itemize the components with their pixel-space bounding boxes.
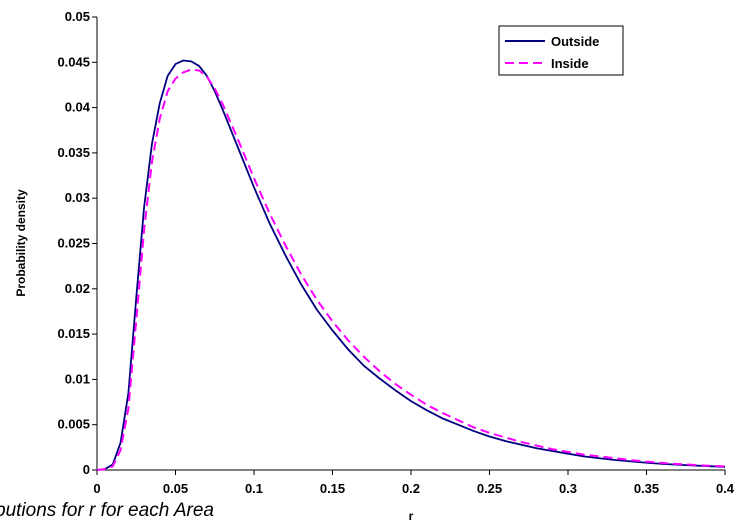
y-tick-label: 0.05 [65, 9, 90, 24]
x-tick-label: 0.2 [402, 481, 420, 496]
x-tick-label: 0.15 [320, 481, 345, 496]
y-tick-label: 0.045 [57, 54, 90, 69]
y-tick-label: 0.02 [65, 281, 90, 296]
y-tick-label: 0.03 [65, 190, 90, 205]
y-axis: 0 0.005 0.01 0.015 0.02 0.025 0.03 0.035 0.04 0.0… [57, 9, 98, 477]
y-tick-label: 0.035 [57, 145, 90, 160]
legend-label-inside: Inside [551, 56, 589, 71]
y-tick-label: 0.005 [57, 417, 90, 432]
x-axis-title: r [409, 509, 414, 523]
x-axis: 0 0.05 0.1 0.15 0.2 0.25 0.3 0.35 0.4 [93, 469, 735, 496]
series-line-inside [96, 68, 726, 471]
x-tick-label: 0.25 [477, 481, 502, 496]
y-tick-label: 0.025 [57, 236, 90, 251]
y-tick-label: 0.04 [65, 100, 91, 115]
x-tick-label: 0.4 [716, 481, 735, 496]
series-line-outside [96, 59, 726, 471]
x-tick-label: 0 [93, 481, 100, 496]
legend-label-outside: Outside [551, 34, 599, 49]
legend: Outside Inside [498, 25, 624, 76]
y-tick-label: 0.01 [65, 371, 90, 386]
x-tick-label: 0.35 [634, 481, 659, 496]
legend-box [498, 25, 624, 76]
x-tick-label: 0.1 [245, 481, 263, 496]
y-tick-label: 0 [83, 462, 90, 477]
x-tick-label: 0.3 [559, 481, 577, 496]
y-axis-title: Probability density [14, 189, 28, 297]
figure-caption: butions for r for each Area [0, 500, 214, 521]
series-layer [96, 59, 726, 471]
y-tick-label: 0.015 [57, 326, 90, 341]
x-tick-label: 0.05 [163, 481, 188, 496]
